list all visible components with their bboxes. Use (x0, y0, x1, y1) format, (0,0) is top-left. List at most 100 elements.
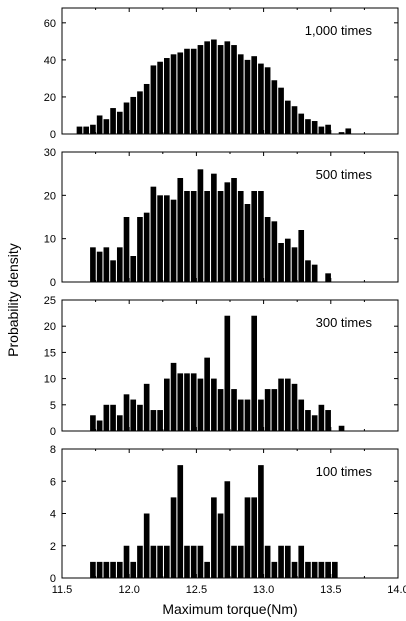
histogram-bar (76, 126, 83, 134)
y-tick-label: 60 (44, 18, 56, 30)
histogram-bar (177, 178, 184, 282)
histogram-bar (224, 481, 231, 578)
histogram-bar (137, 545, 143, 578)
y-axis-title: Probability density (5, 243, 21, 357)
histogram-bar (271, 561, 278, 579)
histogram-bar (231, 545, 237, 578)
histogram-bar (244, 399, 251, 431)
x-tick-label: 13.5 (320, 584, 341, 596)
histogram-bar (258, 191, 264, 282)
histogram-bar (211, 39, 217, 134)
histogram-bar (164, 545, 170, 578)
histogram-bar (305, 561, 311, 579)
histogram-bar (110, 561, 116, 579)
histogram-bar (150, 186, 157, 282)
histogram-bar (143, 383, 150, 431)
y-tick-label: 20 (44, 321, 56, 333)
histogram-bar (291, 383, 298, 431)
histogram-bar (332, 561, 338, 579)
histogram-bar (237, 191, 244, 282)
histogram-bar (130, 96, 137, 134)
histogram-bar (130, 561, 137, 579)
histogram-bar (264, 545, 271, 578)
histogram-bar (90, 415, 96, 431)
y-tick-label: 0 (50, 129, 56, 141)
histogram-bar (311, 264, 318, 282)
histogram-bar (96, 561, 103, 579)
histogram-bar (157, 195, 163, 282)
histogram-bar (170, 497, 177, 579)
x-tick-label: 11.5 (52, 584, 73, 596)
histogram-bar (204, 191, 210, 282)
histogram-bar (264, 217, 271, 282)
histogram-bar (345, 128, 352, 134)
y-tick-label: 30 (44, 147, 56, 159)
histogram-bar (305, 260, 311, 282)
histogram-bar (96, 420, 103, 431)
panel-3: 0 5 10 15 20 25 300 times (44, 295, 399, 438)
histogram-bar (137, 91, 143, 134)
histogram-bar (110, 404, 116, 431)
histogram-bar (284, 545, 291, 578)
histogram-bar (271, 389, 278, 431)
histogram-bar (150, 65, 157, 134)
histogram-bar (190, 545, 197, 578)
histogram-bar (96, 251, 103, 282)
histogram-bar (197, 169, 204, 282)
panel-1: 0 20 40 60 1,000 times (44, 7, 399, 141)
histogram-bar (224, 41, 231, 134)
histogram-bar (231, 45, 237, 135)
histogram-bar (177, 52, 184, 134)
histogram-bar (164, 58, 170, 134)
histogram-bar (204, 41, 210, 134)
histogram-bar (217, 45, 224, 135)
histogram-bar (103, 247, 110, 282)
histogram-bar (217, 513, 224, 578)
histogram-bar (231, 178, 237, 282)
histogram-bar (177, 465, 184, 579)
histogram-bar (184, 48, 190, 135)
histogram-bar (197, 378, 204, 431)
y-tick-label: 6 (50, 476, 56, 488)
histogram-bar (123, 394, 130, 431)
panel-label: 500 times (316, 167, 373, 182)
histogram-bar (305, 410, 311, 431)
y-tick-label: 15 (44, 347, 56, 359)
histogram-bar (184, 373, 190, 431)
y-tick-label: 4 (50, 509, 56, 521)
histogram-bar (284, 378, 291, 431)
histogram-bar (258, 399, 264, 431)
histogram-bar (157, 61, 163, 134)
histogram-bar (325, 124, 331, 134)
histogram-bar (157, 410, 163, 431)
histogram-bar (116, 247, 123, 282)
y-tick-label: 10 (44, 374, 56, 386)
histogram-bar (311, 121, 318, 134)
histogram-bar (190, 191, 197, 282)
histogram-bar (137, 217, 143, 282)
histogram-bar (224, 315, 231, 431)
histogram-bar (110, 260, 116, 282)
histogram-bar (90, 247, 96, 282)
histogram-bar (184, 191, 190, 282)
x-tick-label: 12.5 (186, 584, 207, 596)
histogram-bar (338, 132, 345, 134)
histogram-bar (284, 100, 291, 134)
panel-4: 0 2 4 6 8 11.5 12.0 12.5 13.0 13.5 14.0 100 times (50, 444, 406, 596)
y-tick-label: 10 (44, 234, 56, 246)
histogram-bar (298, 399, 305, 431)
histogram-bar (237, 399, 244, 431)
histogram-bar (271, 221, 278, 282)
histogram-bar (278, 87, 284, 134)
histogram-bar (298, 113, 305, 134)
histogram-bar (123, 102, 130, 134)
histogram-bar (291, 561, 298, 579)
histogram-bar (123, 545, 130, 578)
histogram-bar (164, 378, 170, 431)
histogram-bar (116, 111, 123, 134)
panel-label: 1,000 times (305, 23, 373, 38)
histogram-bar (204, 561, 210, 579)
x-tick-label: 14.0 (387, 584, 406, 596)
histogram-bar (318, 561, 325, 579)
histogram-bar (325, 410, 331, 431)
